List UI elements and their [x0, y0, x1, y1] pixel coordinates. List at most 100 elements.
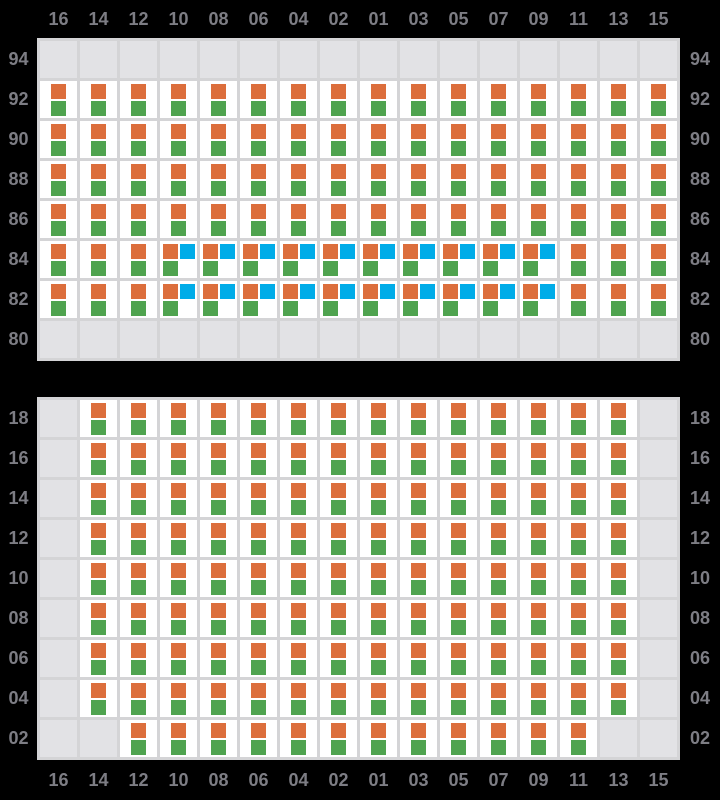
cabin-cell-r90-c13[interactable] [600, 121, 637, 158]
cabin-cell-r10-c10[interactable] [160, 560, 197, 597]
cabin-cell-r90-c14[interactable] [80, 121, 117, 158]
cabin-cell-r04-c09[interactable] [520, 680, 557, 717]
cabin-cell-r18-c05[interactable] [440, 400, 477, 437]
cabin-cell-r02-c08[interactable] [200, 720, 237, 757]
cabin-cell-r08-c12[interactable] [120, 600, 157, 637]
cabin-cell-r18-c07[interactable] [480, 400, 517, 437]
cabin-cell-r88-c01[interactable] [360, 161, 397, 198]
cabin-cell-r06-c02[interactable] [320, 640, 357, 677]
cabin-cell-r04-c13[interactable] [600, 680, 637, 717]
cabin-cell-r14-c05[interactable] [440, 480, 477, 517]
cabin-cell-r18-c03[interactable] [400, 400, 437, 437]
cabin-cell-r82-c16[interactable] [40, 281, 77, 318]
cabin-cell-r12-c01[interactable] [360, 520, 397, 557]
cabin-cell-r14-c03[interactable] [400, 480, 437, 517]
cabin-cell-r04-c01[interactable] [360, 680, 397, 717]
cabin-cell-r02-c02[interactable] [320, 720, 357, 757]
cabin-cell-r04-c07[interactable] [480, 680, 517, 717]
cabin-cell-r10-c07[interactable] [480, 560, 517, 597]
cabin-cell-r02-c12[interactable] [120, 720, 157, 757]
cabin-cell-r12-c06[interactable] [240, 520, 277, 557]
cabin-cell-r16-c10[interactable] [160, 440, 197, 477]
cabin-cell-r92-c04[interactable] [280, 81, 317, 118]
cabin-cell-r88-c10[interactable] [160, 161, 197, 198]
cabin-cell-r88-c03[interactable] [400, 161, 437, 198]
cabin-cell-r14-c09[interactable] [520, 480, 557, 517]
cabin-cell-r06-c01[interactable] [360, 640, 397, 677]
cabin-cell-r10-c12[interactable] [120, 560, 157, 597]
cabin-cell-r84-c05[interactable] [440, 241, 477, 278]
cabin-cell-r02-c06[interactable] [240, 720, 277, 757]
cabin-cell-r08-c02[interactable] [320, 600, 357, 637]
cabin-cell-r02-c09[interactable] [520, 720, 557, 757]
cabin-cell-r88-c02[interactable] [320, 161, 357, 198]
cabin-cell-r12-c13[interactable] [600, 520, 637, 557]
cabin-cell-r12-c14[interactable] [80, 520, 117, 557]
cabin-cell-r06-c10[interactable] [160, 640, 197, 677]
cabin-cell-r90-c05[interactable] [440, 121, 477, 158]
cabin-cell-r18-c11[interactable] [560, 400, 597, 437]
cabin-cell-r82-c15[interactable] [640, 281, 677, 318]
cabin-cell-r12-c10[interactable] [160, 520, 197, 557]
cabin-cell-r84-c10[interactable] [160, 241, 197, 278]
cabin-cell-r08-c11[interactable] [560, 600, 597, 637]
cabin-cell-r14-c11[interactable] [560, 480, 597, 517]
cabin-cell-r88-c06[interactable] [240, 161, 277, 198]
cabin-cell-r92-c05[interactable] [440, 81, 477, 118]
cabin-cell-r88-c13[interactable] [600, 161, 637, 198]
cabin-cell-r86-c12[interactable] [120, 201, 157, 238]
cabin-cell-r16-c04[interactable] [280, 440, 317, 477]
cabin-cell-r02-c11[interactable] [560, 720, 597, 757]
cabin-cell-r12-c08[interactable] [200, 520, 237, 557]
cabin-cell-r02-c01[interactable] [360, 720, 397, 757]
cabin-cell-r92-c08[interactable] [200, 81, 237, 118]
cabin-cell-r18-c06[interactable] [240, 400, 277, 437]
cabin-cell-r92-c10[interactable] [160, 81, 197, 118]
cabin-cell-r14-c04[interactable] [280, 480, 317, 517]
cabin-cell-r10-c14[interactable] [80, 560, 117, 597]
cabin-cell-r08-c14[interactable] [80, 600, 117, 637]
cabin-cell-r82-c02[interactable] [320, 281, 357, 318]
cabin-cell-r90-c16[interactable] [40, 121, 77, 158]
cabin-cell-r08-c08[interactable] [200, 600, 237, 637]
cabin-cell-r14-c06[interactable] [240, 480, 277, 517]
cabin-cell-r18-c09[interactable] [520, 400, 557, 437]
cabin-cell-r82-c07[interactable] [480, 281, 517, 318]
cabin-cell-r08-c06[interactable] [240, 600, 277, 637]
cabin-cell-r14-c12[interactable] [120, 480, 157, 517]
cabin-cell-r16-c14[interactable] [80, 440, 117, 477]
cabin-cell-r10-c03[interactable] [400, 560, 437, 597]
cabin-cell-r06-c03[interactable] [400, 640, 437, 677]
cabin-cell-r82-c01[interactable] [360, 281, 397, 318]
cabin-cell-r82-c09[interactable] [520, 281, 557, 318]
cabin-cell-r86-c07[interactable] [480, 201, 517, 238]
cabin-cell-r12-c02[interactable] [320, 520, 357, 557]
cabin-cell-r12-c05[interactable] [440, 520, 477, 557]
cabin-cell-r06-c14[interactable] [80, 640, 117, 677]
cabin-cell-r92-c06[interactable] [240, 81, 277, 118]
cabin-cell-r08-c07[interactable] [480, 600, 517, 637]
cabin-cell-r82-c13[interactable] [600, 281, 637, 318]
cabin-cell-r06-c07[interactable] [480, 640, 517, 677]
cabin-cell-r84-c08[interactable] [200, 241, 237, 278]
cabin-cell-r14-c07[interactable] [480, 480, 517, 517]
cabin-cell-r92-c07[interactable] [480, 81, 517, 118]
cabin-cell-r12-c11[interactable] [560, 520, 597, 557]
cabin-cell-r86-c14[interactable] [80, 201, 117, 238]
cabin-cell-r02-c05[interactable] [440, 720, 477, 757]
cabin-cell-r18-c12[interactable] [120, 400, 157, 437]
cabin-cell-r82-c08[interactable] [200, 281, 237, 318]
cabin-cell-r10-c08[interactable] [200, 560, 237, 597]
cabin-cell-r04-c05[interactable] [440, 680, 477, 717]
cabin-cell-r84-c07[interactable] [480, 241, 517, 278]
cabin-cell-r84-c16[interactable] [40, 241, 77, 278]
cabin-cell-r16-c06[interactable] [240, 440, 277, 477]
cabin-cell-r86-c10[interactable] [160, 201, 197, 238]
cabin-cell-r92-c12[interactable] [120, 81, 157, 118]
cabin-cell-r82-c06[interactable] [240, 281, 277, 318]
cabin-cell-r92-c13[interactable] [600, 81, 637, 118]
cabin-cell-r88-c05[interactable] [440, 161, 477, 198]
cabin-cell-r10-c09[interactable] [520, 560, 557, 597]
cabin-cell-r88-c11[interactable] [560, 161, 597, 198]
cabin-cell-r84-c11[interactable] [560, 241, 597, 278]
